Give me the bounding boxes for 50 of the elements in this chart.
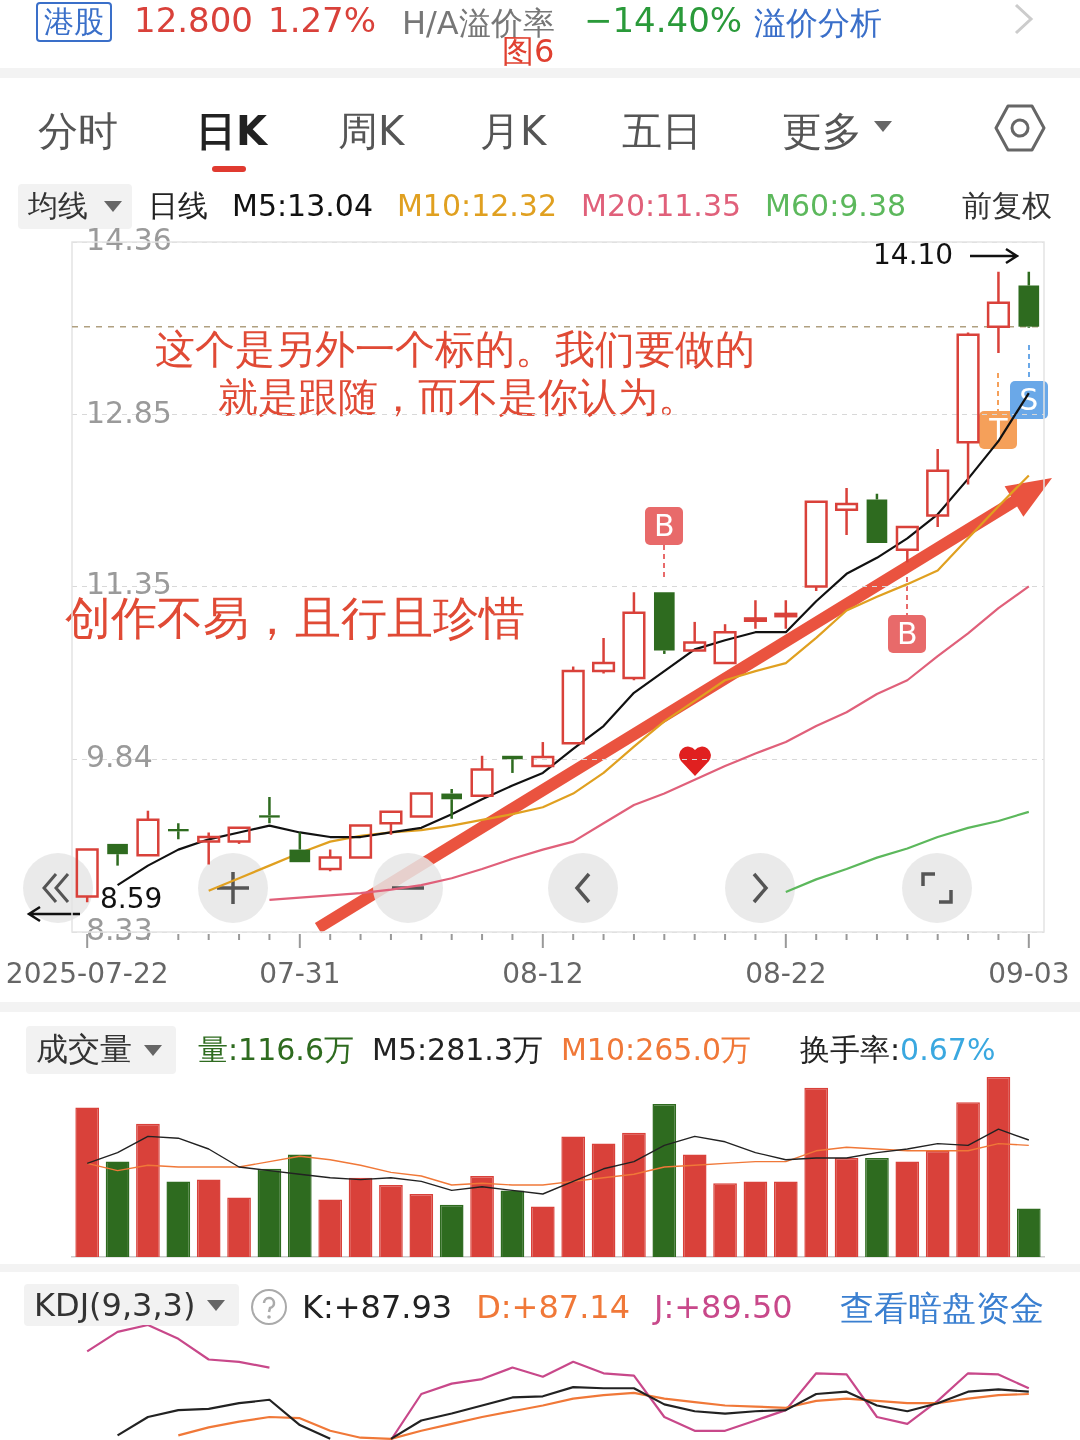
text: 12.800	[134, 0, 253, 40]
text: D:+87.14	[476, 1288, 631, 1326]
y-tick-label: 12.85	[86, 394, 172, 430]
text: 港股	[36, 2, 112, 42]
x-tick-label: 2025-07-22	[5, 957, 169, 991]
candlestick	[895, 525, 919, 564]
x-tick-label: 07-31	[259, 957, 341, 991]
series-label: J:+89.50	[654, 1288, 793, 1326]
text: K:+87.93	[302, 1288, 453, 1326]
candlestick	[743, 598, 768, 631]
candlestick	[986, 270, 1011, 355]
text: M5:281.3万	[372, 1031, 543, 1069]
text: M5:13.04	[232, 188, 373, 223]
candlestick	[926, 447, 950, 529]
text: 周K	[338, 107, 405, 156]
text: M60:9.38	[765, 188, 907, 223]
text: 五日	[622, 107, 702, 156]
candlestick	[653, 592, 675, 656]
candlestick	[683, 620, 707, 652]
text: 月K	[480, 107, 547, 156]
text: 量:116.6万	[198, 1031, 354, 1069]
x-tick-label: 08-12	[502, 957, 584, 991]
annotation: B	[888, 615, 927, 654]
candlestick	[622, 590, 646, 682]
text: M10:12.32	[396, 188, 558, 223]
chart-title: KDJ(9,3,3)	[24, 1284, 240, 1326]
candlestick	[591, 636, 616, 675]
annotation: 查看暗盘资金	[840, 1287, 1044, 1330]
text: 前复权	[962, 187, 1052, 225]
text: 均线	[18, 184, 132, 229]
text: 换手率:0.67%	[800, 1032, 996, 1067]
candlestick	[774, 598, 798, 631]
text: 分时	[38, 107, 118, 156]
x-tick-label: 09-03	[988, 957, 1070, 991]
annotation: 14.10	[873, 238, 954, 271]
candlestick	[834, 486, 859, 537]
x-tick-label: 08-22	[745, 957, 827, 991]
text: 日K	[196, 107, 267, 156]
text: 溢价分析	[754, 3, 882, 44]
text: 1.27%	[268, 0, 377, 40]
text: −14.40%	[584, 0, 743, 40]
y-tick-label: 9.84	[86, 739, 153, 775]
candlestick	[956, 331, 980, 486]
annotation: 这个是另外一个标的。我们要做的	[155, 326, 755, 372]
text: M20:11.35	[581, 188, 742, 223]
annotation: B	[645, 507, 684, 546]
candlestick	[197, 831, 221, 866]
chart-title: 成交量	[26, 1026, 176, 1074]
text: 更多	[782, 107, 862, 156]
text: M10:265.0万	[560, 1031, 752, 1069]
